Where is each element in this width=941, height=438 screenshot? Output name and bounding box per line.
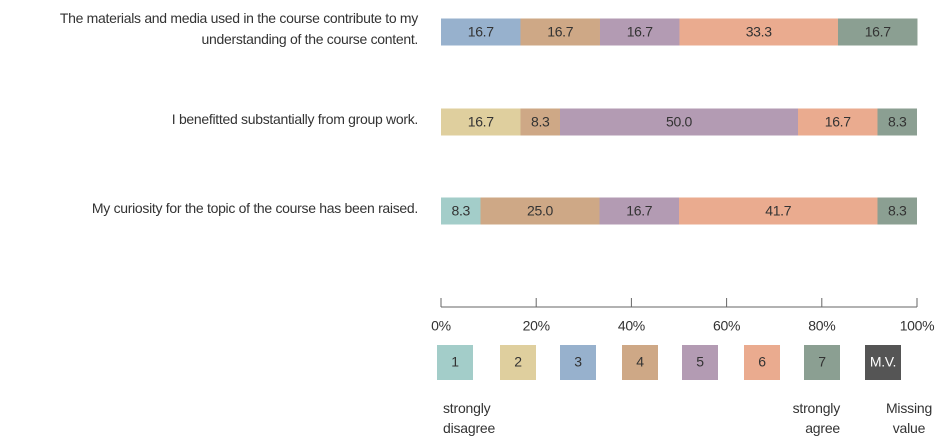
bar-segment [679, 197, 878, 225]
bar-segment [679, 18, 838, 46]
legend-label: 6 [758, 354, 766, 370]
legend-label: 1 [451, 354, 459, 370]
bar-segment [877, 108, 917, 136]
x-tick-label: 60% [713, 318, 740, 334]
value-label: 33.3 [746, 24, 773, 40]
question-label: The materials and media used in the cour… [59, 10, 418, 47]
value-label: 8.3 [451, 203, 470, 219]
bar-segment [837, 18, 918, 46]
bar-segment [560, 108, 798, 136]
bar-segment [441, 197, 481, 225]
legend-swatch [437, 345, 473, 380]
legend-label: 3 [574, 354, 582, 370]
bar-segment [798, 108, 878, 136]
legend-note: Missing value [885, 400, 933, 436]
legend-label: 2 [514, 354, 522, 370]
x-tick-label: 0% [431, 318, 451, 334]
legend-label: 7 [818, 354, 826, 370]
bar-segment [441, 108, 521, 136]
bar-segment [520, 18, 600, 46]
legend-swatch [682, 345, 718, 380]
question-label: My curiosity for the topic of the course… [91, 199, 418, 216]
value-label: 16.7 [825, 114, 852, 130]
legend-swatch [804, 345, 840, 380]
legend-swatch [865, 345, 901, 380]
legend-note: strongly agree [792, 400, 841, 436]
x-tick-label: 20% [523, 318, 550, 334]
legend-swatch [560, 345, 596, 380]
value-label: 16.7 [547, 24, 574, 40]
legend-label: 5 [696, 354, 704, 370]
legend-swatch [622, 345, 658, 380]
value-label: 16.7 [865, 24, 892, 40]
x-tick-label: 80% [808, 318, 835, 334]
value-label: 41.7 [765, 203, 792, 219]
legend-label: 4 [636, 354, 644, 370]
value-label: 8.3 [531, 114, 550, 130]
bar-segment [480, 197, 600, 225]
bar-segment [599, 18, 680, 46]
x-tick-label: 100% [900, 318, 935, 334]
x-tick-label: 40% [618, 318, 645, 334]
legend-swatch [744, 345, 780, 380]
legend-note: strongly disagree [443, 400, 496, 436]
value-label: 16.7 [468, 24, 495, 40]
value-label: 16.7 [468, 114, 495, 130]
value-label: 25.0 [527, 203, 554, 219]
bar-segment [599, 197, 679, 225]
value-label: 16.7 [627, 24, 654, 40]
bar-segment [877, 197, 917, 225]
legend-label: M.V. [870, 354, 896, 370]
bar-segment [441, 18, 521, 46]
value-label: 8.3 [888, 203, 907, 219]
value-label: 16.7 [626, 203, 653, 219]
value-label: 50.0 [666, 114, 693, 130]
bar-segment [520, 108, 560, 136]
legend-swatch [500, 345, 536, 380]
question-label: I benefitted substantially from group wo… [171, 110, 419, 127]
value-label: 8.3 [888, 114, 907, 130]
